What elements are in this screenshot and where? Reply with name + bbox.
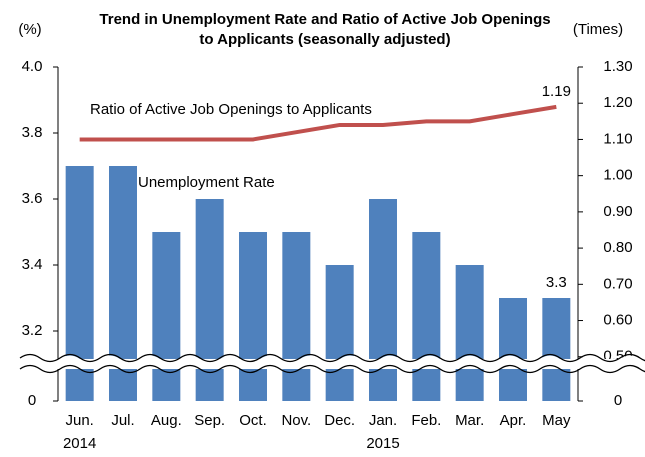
- series-label: Unemployment Rate: [138, 174, 275, 191]
- x-tick-label: Jun.: [65, 412, 93, 429]
- y2-tick-label: 0.60: [603, 312, 632, 329]
- y2-tick-label: 1.10: [603, 130, 632, 147]
- y2-tick-label: 0: [614, 392, 622, 409]
- y-axis-unit: (%): [18, 21, 41, 38]
- axis-break-fill: [20, 359, 625, 369]
- y-tick-label: 3.4: [22, 256, 43, 273]
- line: [79, 104, 557, 142]
- bar: [282, 232, 311, 401]
- series-label: Ratio of Active Job Openings to Applican…: [90, 101, 372, 118]
- x-tick-label: Feb.: [411, 412, 441, 429]
- y-tick-label: 4.0: [22, 58, 43, 75]
- x-tick-label: Jan.: [369, 412, 397, 429]
- bar: [412, 232, 441, 401]
- y2-tick-label: 0.90: [603, 203, 632, 220]
- x-tick-label: Oct.: [239, 412, 267, 429]
- x-tick-label: Apr.: [500, 412, 527, 429]
- x-tick-label: Nov.: [281, 412, 311, 429]
- y-tick-label: 3.8: [22, 124, 43, 141]
- y-tick-label: 3.6: [22, 190, 43, 207]
- y2-axis-unit: (Times): [573, 21, 623, 38]
- x-year-label: 2015: [366, 435, 399, 452]
- axis-break-line: [19, 364, 645, 374]
- data-label: 3.3: [546, 274, 567, 291]
- x-tick-label: Jul.: [111, 412, 134, 429]
- x-tick-label: May: [542, 412, 571, 429]
- x-tick-label: Aug.: [151, 412, 182, 429]
- x-tick-label: Dec.: [324, 412, 355, 429]
- y-tick-label: 3.2: [22, 322, 43, 339]
- y-tick-label: 0: [28, 392, 36, 409]
- bar: [239, 232, 267, 401]
- bar: [499, 298, 527, 401]
- x-year-label: 2014: [63, 435, 96, 452]
- bar: [455, 265, 484, 401]
- x-tick-label: Sep.: [194, 412, 225, 429]
- bar: [542, 298, 571, 401]
- bar: [325, 265, 354, 401]
- y2-tick-label: 1.30: [603, 58, 632, 75]
- data-label: 1.19: [542, 83, 571, 100]
- axis-break-line: [19, 353, 645, 363]
- bar: [195, 199, 224, 401]
- chart-title: Trend in Unemployment Rate and Ratio of …: [99, 11, 551, 48]
- y2-tick-label: 1.00: [603, 167, 632, 184]
- y2-tick-label: 0.70: [603, 275, 632, 292]
- bar: [369, 199, 397, 401]
- x-tick-label: Mar.: [455, 412, 484, 429]
- bar: [152, 232, 181, 401]
- y2-tick-label: 1.20: [603, 94, 632, 111]
- y2-tick-label: 0.80: [603, 239, 632, 256]
